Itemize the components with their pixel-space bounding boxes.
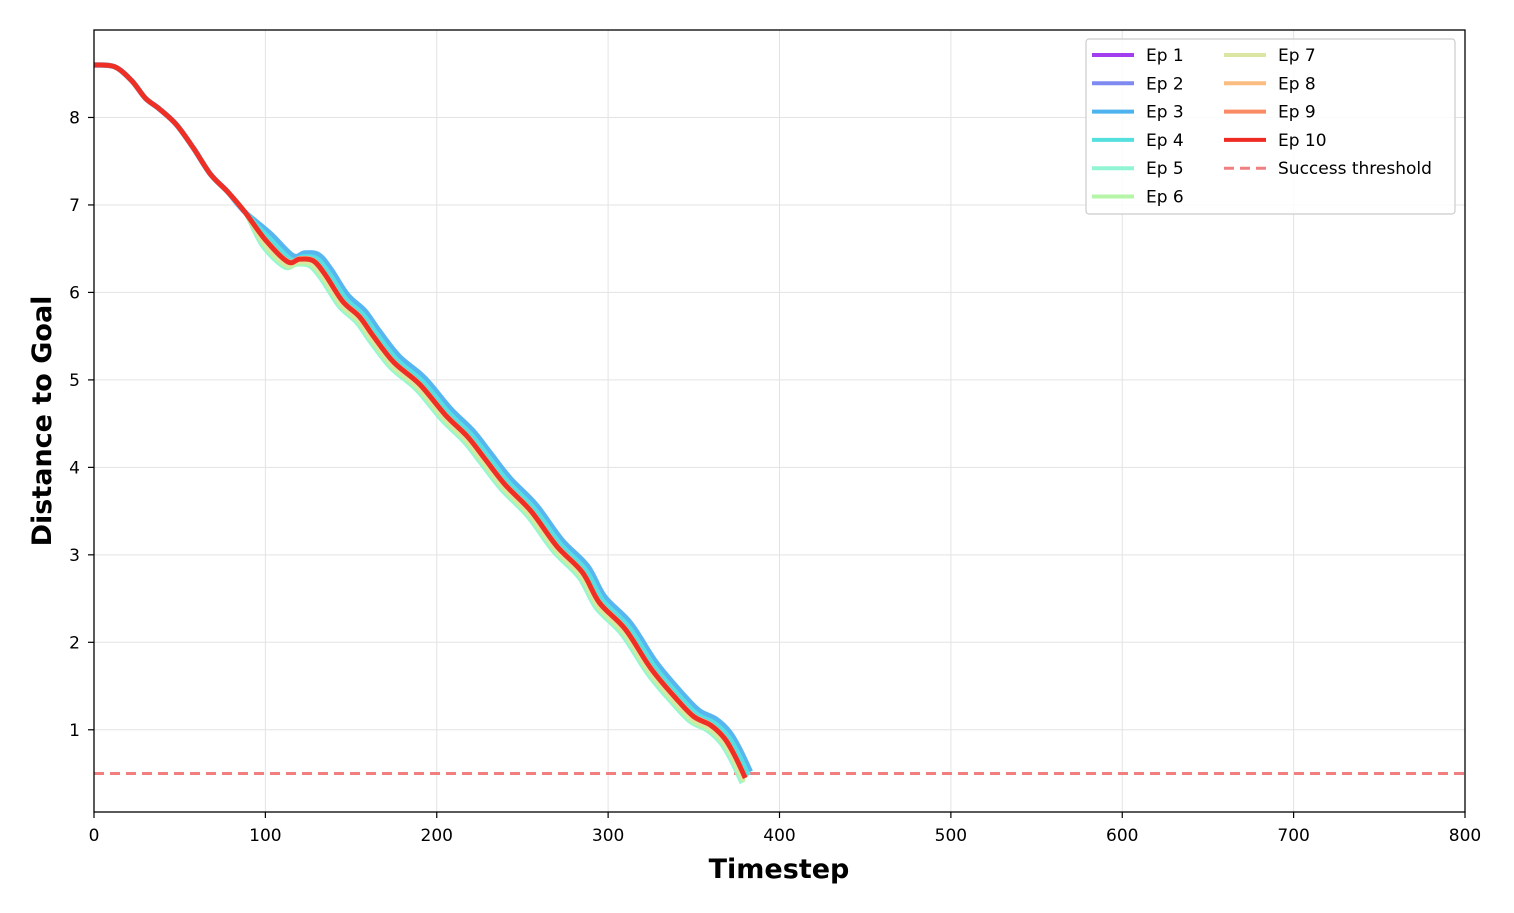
series-line-ep-10 <box>93 62 748 779</box>
legend-label: Ep 8 <box>1278 74 1316 94</box>
legend-label: Ep 7 <box>1278 46 1316 66</box>
y-tick-label: 4 <box>69 458 80 478</box>
y-tick-label: 8 <box>69 108 80 128</box>
legend-label: Ep 9 <box>1278 103 1316 123</box>
y-tick-label: 3 <box>69 546 80 566</box>
ticks: 0 100 200 300 400 500 600 700 800 1 2 3 4 5 6 7 8 <box>69 108 1481 846</box>
y-tick-label: 1 <box>69 721 80 741</box>
legend-label: Ep 2 <box>1146 74 1184 94</box>
legend-label: Ep 6 <box>1146 188 1184 208</box>
legend-label: Ep 1 <box>1146 46 1184 66</box>
legend: Ep 1 Ep 2 Ep 3 Ep 4 Ep 5 Ep 6 Ep 7 Ep 8 Ep 9 Ep 1… <box>1085 38 1456 215</box>
y-tick-label: 5 <box>69 371 80 391</box>
x-axis-title: Timestep <box>709 854 850 885</box>
legend-label: Ep 3 <box>1146 103 1184 123</box>
y-tick-label: 6 <box>69 283 80 303</box>
x-tick-label: 500 <box>935 826 967 846</box>
x-tick-label: 700 <box>1277 826 1309 846</box>
legend-label: Ep 4 <box>1146 131 1184 151</box>
legend-label: Ep 5 <box>1146 159 1184 179</box>
y-axis-title: Distance to Goal <box>27 296 58 547</box>
y-tick-label: 2 <box>69 633 80 653</box>
x-tick-label: 200 <box>421 826 453 846</box>
x-tick-label: 300 <box>592 826 624 846</box>
series-layer <box>93 62 753 785</box>
y-tick-label: 7 <box>69 196 80 216</box>
legend-label: Success threshold <box>1278 159 1432 179</box>
x-tick-label: 0 <box>89 826 100 846</box>
legend-box <box>1085 38 1456 215</box>
x-tick-label: 600 <box>1106 826 1138 846</box>
x-tick-label: 400 <box>763 826 795 846</box>
x-tick-label: 800 <box>1449 826 1481 846</box>
x-tick-label: 100 <box>249 826 281 846</box>
legend-label: Ep 10 <box>1278 131 1327 151</box>
